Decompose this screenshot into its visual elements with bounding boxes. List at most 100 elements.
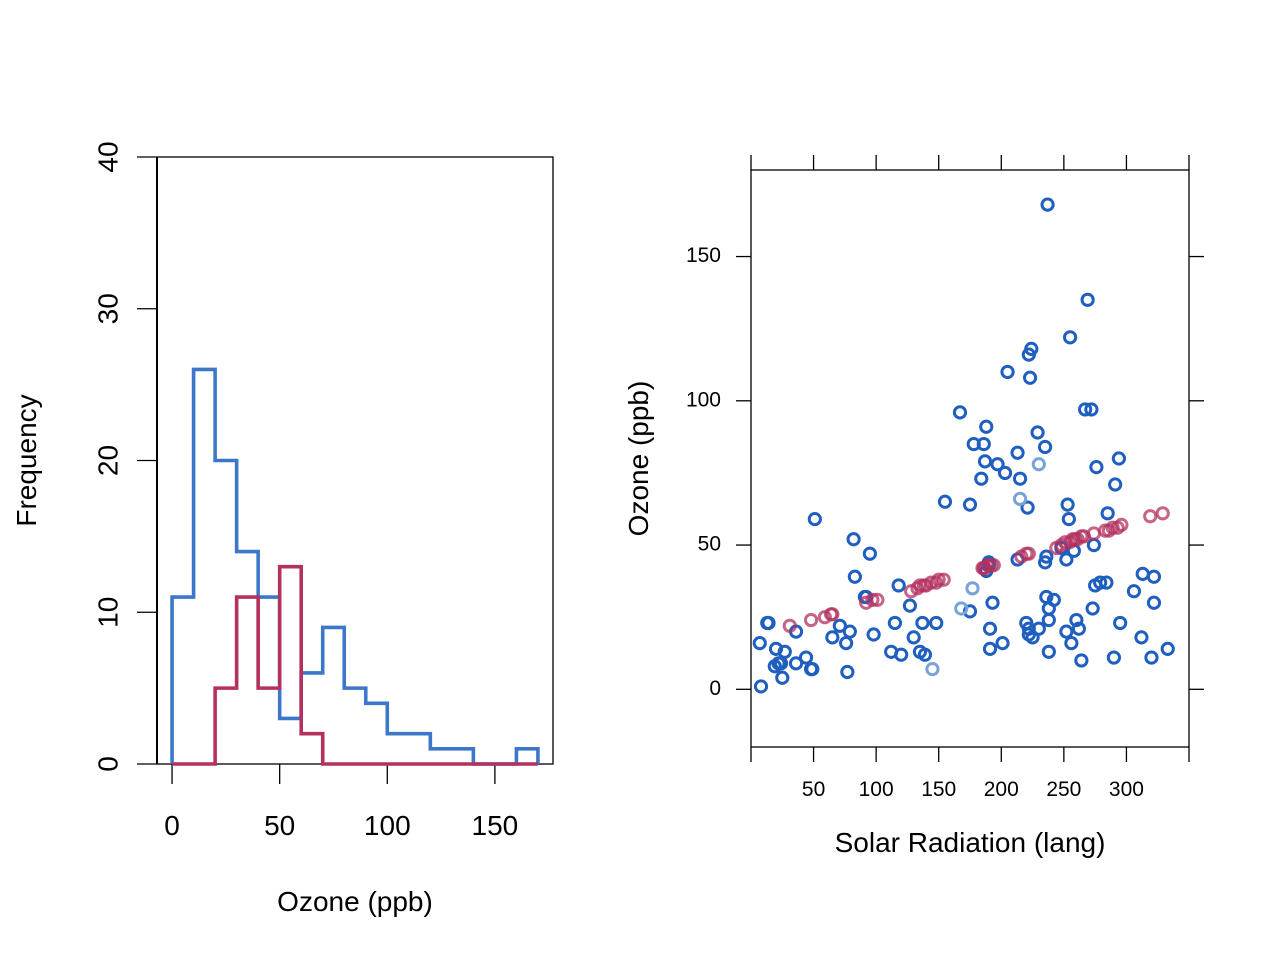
scatter-series-0-point bbox=[768, 641, 784, 657]
scatter-series-1-point bbox=[1031, 457, 1046, 472]
scatter-series-0-point bbox=[979, 419, 994, 434]
scatter-series-0-point bbox=[995, 636, 1010, 651]
scatter-series-2-point bbox=[1155, 506, 1170, 521]
scatter-series-2-point bbox=[936, 572, 951, 587]
histogram-panel: 0 10 20 30 40 0 50 100 150 Ozone (ppb) Frequency bbox=[11, 141, 554, 917]
scatter-series-0-point bbox=[807, 511, 822, 527]
hist-series-0-bin bbox=[194, 369, 216, 764]
scatter-series-0-point bbox=[976, 436, 991, 452]
scatter-series-0-point bbox=[1126, 584, 1142, 599]
scatter-series-2-point bbox=[924, 575, 939, 590]
scatter-series-0-point bbox=[1064, 636, 1079, 651]
scatter-series-0-point bbox=[915, 615, 930, 631]
scatter-y-tick-label: 0 bbox=[709, 677, 721, 700]
scatter-x-tick-label: 200 bbox=[984, 778, 1019, 801]
scatter-series-0-point bbox=[1084, 402, 1099, 417]
scatter-series-0-point bbox=[1041, 644, 1056, 659]
scatter-series-0-point bbox=[1022, 370, 1038, 385]
scatter-x-tick-label: 250 bbox=[1046, 778, 1081, 801]
scatter-series-0-point bbox=[1099, 575, 1114, 590]
hist-x-tick-label: 150 bbox=[472, 810, 519, 841]
scatter-series-0-point bbox=[977, 454, 993, 469]
hist-x-axis-title: Ozone (ppb) bbox=[277, 886, 433, 917]
scatter-series-2-point bbox=[825, 607, 840, 622]
scatter-series-0-point bbox=[805, 662, 820, 677]
hist-series-0-bin bbox=[387, 734, 409, 764]
scatter-series-2-point bbox=[870, 592, 885, 607]
scatter-series-0-point bbox=[1061, 511, 1076, 527]
hist-series-1-bin bbox=[215, 688, 237, 764]
scatter-series-0-point bbox=[891, 578, 906, 593]
scatter-series-1-point bbox=[954, 601, 969, 616]
hist-series-1-bin bbox=[280, 567, 302, 764]
hist-series-0-bin bbox=[409, 734, 431, 764]
scatter-series-2-point bbox=[929, 575, 944, 590]
scatter-series-0-point bbox=[1111, 451, 1127, 466]
scatter-series-0-point bbox=[866, 627, 881, 642]
scatter-series-0-point bbox=[917, 647, 933, 662]
scatter-series-0-point bbox=[997, 465, 1013, 481]
scatter-series-0-point bbox=[1108, 477, 1123, 492]
scatter-x-axis-title: Solar Radiation (lang) bbox=[835, 827, 1106, 858]
scatter-series-1-point bbox=[1012, 491, 1028, 506]
scatter-x-tick-label: 50 bbox=[802, 778, 825, 801]
scatter-series-0-point bbox=[862, 546, 877, 561]
scatter-series-0-point bbox=[982, 621, 998, 636]
scatter-series-0-point bbox=[1160, 641, 1175, 657]
scatter-series-0-point bbox=[753, 679, 769, 694]
scatter-series-2-point bbox=[1021, 546, 1036, 561]
scatter-y-tick-label: 100 bbox=[686, 388, 721, 411]
scatter-series-0-point bbox=[1086, 537, 1101, 553]
scatter-series-0-point bbox=[1020, 500, 1035, 515]
scatter-series-2-point bbox=[986, 558, 1001, 573]
hist-series-1-step-line bbox=[172, 564, 538, 766]
scatter-series-0-point bbox=[1135, 566, 1150, 582]
hist-series-1-bin bbox=[237, 597, 259, 764]
scatter-series-0-point bbox=[825, 630, 840, 645]
scatter-series-0-point bbox=[982, 641, 998, 657]
hist-series-0-bin bbox=[172, 597, 194, 764]
scatter-series-2-point bbox=[1105, 520, 1120, 535]
scatter-series-0-point bbox=[1106, 650, 1122, 665]
hist-y-tick-label: 40 bbox=[92, 141, 123, 172]
scatter-y-axis-title: Ozone (ppb) bbox=[623, 381, 654, 537]
scatter-series-0-point bbox=[974, 471, 989, 486]
scatter-series-0-point bbox=[1080, 292, 1095, 307]
hist-y-tick-label: 30 bbox=[92, 293, 123, 324]
scatter-series-0-point bbox=[1046, 592, 1061, 607]
scatter-series-0-point bbox=[990, 457, 1005, 472]
scatter-series-0-point bbox=[1100, 506, 1115, 521]
scatter-series-2-point bbox=[782, 618, 797, 633]
scatter-series-0-point bbox=[962, 604, 978, 619]
scatter-series-0-point bbox=[1039, 549, 1054, 564]
scatter-series-0-point bbox=[937, 494, 953, 509]
hist-series-0-bin bbox=[344, 688, 366, 764]
scatter-series-0-point bbox=[929, 615, 944, 631]
scatter-y-tick-label: 150 bbox=[686, 244, 721, 267]
hist-series-0-bin bbox=[516, 749, 538, 764]
scatter-series-2-point bbox=[931, 572, 946, 587]
scatter-series-0-point bbox=[1031, 621, 1046, 636]
scatter-series-0-point bbox=[1146, 569, 1162, 584]
hist-y-axis-title: Frequency bbox=[11, 394, 42, 526]
scatter-series-0-point bbox=[902, 598, 918, 613]
scatter-series-0-point bbox=[1078, 402, 1093, 417]
hist-x-tick-label: 50 bbox=[264, 810, 295, 841]
scatter-series-0-point bbox=[1024, 341, 1039, 356]
hist-series-0-bin bbox=[323, 627, 345, 764]
hist-series-0-step-line bbox=[170, 367, 540, 766]
scatter-series-0-point bbox=[1010, 445, 1025, 460]
scatter-x-tick-label: 300 bbox=[1109, 778, 1144, 801]
hist-y-tick-label: 0 bbox=[92, 756, 123, 772]
scatter-series-0-point bbox=[1069, 612, 1084, 628]
scatter-series-0-point bbox=[894, 647, 909, 662]
hist-series-1-bin bbox=[258, 688, 280, 764]
scatter-series-2-point bbox=[865, 592, 880, 607]
scatter-series-0-point bbox=[839, 636, 854, 651]
scatter-series-0-point bbox=[1074, 653, 1089, 668]
scatter-series-0-point bbox=[1041, 612, 1056, 628]
scatter-series-0-point bbox=[1037, 555, 1053, 570]
scatter-series-0-point bbox=[775, 670, 790, 685]
scatter-series-2-point bbox=[1143, 509, 1158, 524]
hist-series-0-bin bbox=[452, 749, 474, 764]
